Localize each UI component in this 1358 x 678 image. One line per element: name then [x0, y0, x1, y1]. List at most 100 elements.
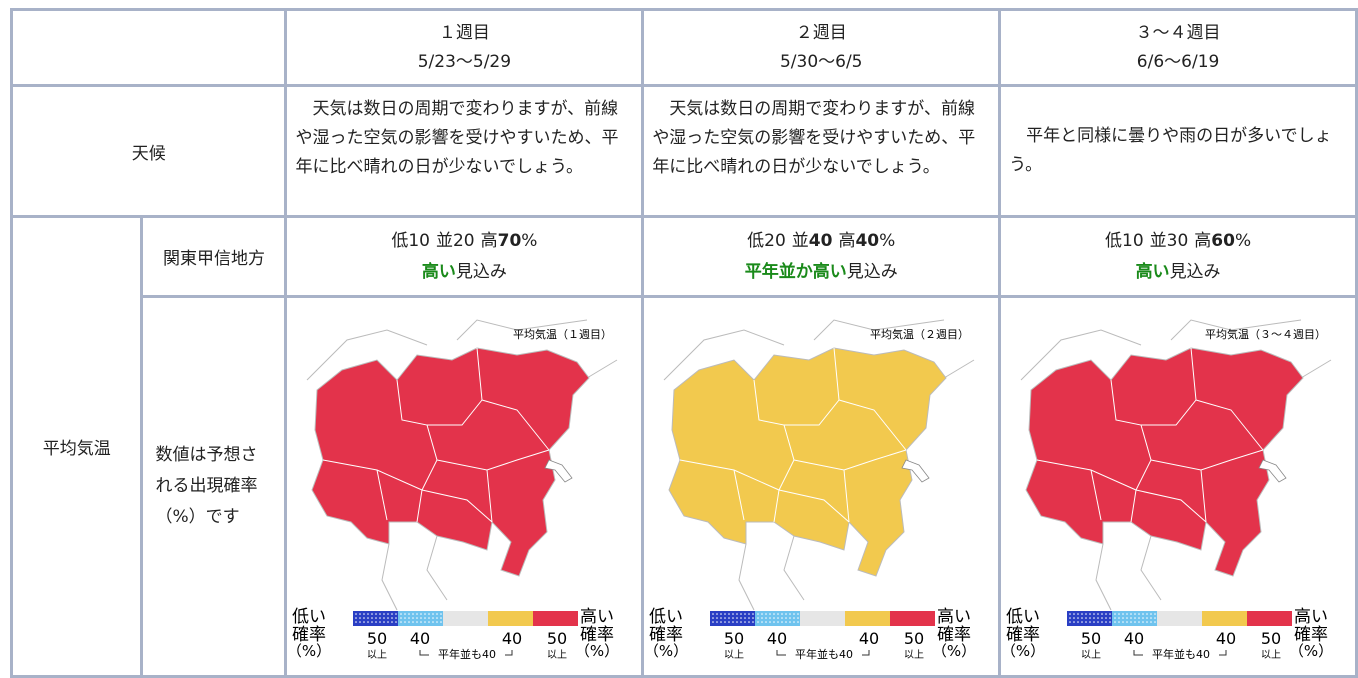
dot — [395, 616, 398, 619]
dot — [1126, 616, 1128, 619]
dot — [728, 612, 731, 615]
outlook-emph: 高い — [1135, 261, 1170, 282]
dot — [712, 620, 715, 623]
dot — [1097, 620, 1099, 623]
legend-above: 以上 — [1261, 649, 1281, 661]
dot — [363, 616, 366, 619]
dot — [748, 616, 751, 619]
dot — [797, 616, 800, 619]
legend-forty: 40 — [410, 629, 430, 648]
legend-above: 以上 — [904, 649, 924, 661]
legend-forty: 40 — [502, 629, 522, 648]
dot — [1118, 620, 1120, 623]
dot — [1069, 620, 1071, 623]
legend-fifty: 50 — [547, 629, 567, 648]
dot — [432, 612, 435, 615]
dot — [765, 620, 768, 623]
dot — [1105, 612, 1107, 615]
dot — [412, 616, 415, 619]
dot — [416, 612, 419, 615]
dot — [720, 616, 723, 619]
map-title: 平均気温（２週目） — [870, 327, 969, 341]
dot — [1130, 616, 1132, 619]
dot — [391, 616, 394, 619]
week: １週目 — [438, 22, 490, 43]
dates: 6/6〜6/19 — [1136, 51, 1220, 72]
dot — [412, 612, 415, 615]
boundary — [1095, 543, 1112, 610]
normal: 40 — [808, 230, 833, 251]
forecast-table-wrap: １週目 5/23〜5/29 ２週目 5/30〜6/5 ３〜４週目 6/6〜6/19 天… — [9, 8, 1358, 678]
legend-low: 低い — [649, 607, 683, 627]
dot — [1101, 616, 1103, 619]
lake — [544, 458, 574, 483]
low: 低10 — [391, 230, 430, 251]
dot — [789, 616, 792, 619]
map-cell: 平均気温（２週目） 低い 確率 （%） 高い 確率 （%） 50 以上 40 40 50 以上 平年並も4… — [641, 295, 1002, 678]
boundary — [783, 535, 805, 600]
dot — [355, 620, 358, 623]
boundary — [457, 318, 588, 340]
dot — [1142, 616, 1144, 619]
dot — [720, 612, 723, 615]
dot — [1134, 612, 1136, 615]
boundary — [1140, 535, 1162, 600]
dot — [1105, 616, 1107, 619]
dot — [761, 612, 764, 615]
prefecture-border — [427, 347, 484, 425]
dot — [367, 616, 370, 619]
forecast-cell: 低10 並30 高60% 高い見込み — [998, 215, 1358, 298]
legend-swatch — [890, 610, 936, 626]
dot — [744, 620, 747, 623]
dot — [1154, 612, 1156, 615]
high-prefix: 高 — [1194, 230, 1212, 251]
dot — [724, 616, 727, 619]
dot — [375, 612, 378, 615]
dot — [736, 612, 739, 615]
dot — [732, 620, 735, 623]
dot — [400, 620, 403, 623]
dot — [1081, 612, 1083, 615]
prefecture-border — [437, 449, 550, 471]
prefecture-border — [376, 469, 388, 520]
legend-unit: （%） — [1001, 642, 1045, 660]
legend-prob: 確率 — [649, 625, 683, 645]
dot — [752, 620, 755, 623]
dot — [379, 616, 382, 619]
dot — [740, 612, 743, 615]
unit: % — [521, 230, 538, 251]
dot — [732, 612, 735, 615]
weather-label: 天候 — [9, 84, 288, 218]
legend-prob: 確率 — [292, 625, 326, 645]
unit: % — [1234, 230, 1252, 251]
high: 70 — [497, 230, 522, 251]
dot — [359, 616, 362, 619]
corner-cell — [9, 8, 288, 87]
dates: 5/23〜5/29 — [417, 51, 512, 72]
dot — [1126, 612, 1128, 615]
dot — [1150, 612, 1152, 615]
dot — [379, 612, 382, 615]
dot — [436, 612, 439, 615]
prefecture-border — [1200, 469, 1207, 522]
legend-high: 高い — [1294, 607, 1328, 627]
prefecture-border — [753, 379, 795, 522]
legend-forty: 40 — [1216, 629, 1236, 648]
dot — [769, 620, 772, 623]
boundary — [381, 543, 398, 610]
dot — [769, 612, 772, 615]
dot — [1081, 620, 1083, 623]
legend-above: 以上 — [724, 649, 744, 661]
dot — [744, 612, 747, 615]
dot — [748, 612, 751, 615]
dot — [359, 612, 362, 615]
boundary — [1170, 318, 1302, 340]
dot — [440, 612, 443, 615]
dot — [1089, 612, 1091, 615]
forecast-cell: 低20 並40 高40% 平年並か高い見込み — [641, 215, 1002, 298]
legend-swatch — [800, 610, 846, 626]
dot — [383, 612, 386, 615]
dot — [1109, 612, 1111, 615]
lake — [1258, 458, 1287, 483]
